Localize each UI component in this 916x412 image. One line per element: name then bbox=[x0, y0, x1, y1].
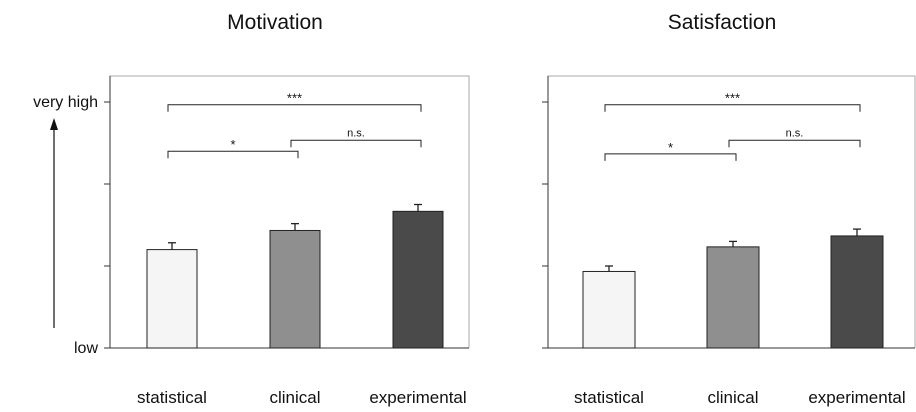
bar-clinical bbox=[706, 246, 760, 349]
y-arrow-head-icon bbox=[50, 118, 58, 130]
significance-label: *** bbox=[725, 91, 740, 106]
significance-bracket bbox=[728, 139, 861, 148]
significance-label: * bbox=[668, 140, 673, 155]
significance-bracket bbox=[167, 150, 299, 159]
bar-statistical bbox=[146, 249, 198, 349]
x-category-label: clinical bbox=[707, 388, 758, 407]
significance-bracket bbox=[290, 139, 422, 148]
bar-experimental bbox=[830, 235, 884, 349]
x-category-label: clinical bbox=[269, 388, 320, 407]
significance-bracket bbox=[604, 104, 861, 112]
significance-label: n.s. bbox=[347, 127, 365, 139]
y-tick-label: low bbox=[74, 340, 98, 357]
bar-statistical bbox=[582, 270, 636, 349]
significance-label: *** bbox=[287, 91, 302, 106]
bar-clinical bbox=[269, 229, 321, 349]
bar-experimental bbox=[392, 210, 444, 349]
chart-title: Motivation bbox=[227, 11, 323, 34]
chart-panel-2: Satisfaction statistical clinical experimen… bbox=[542, 11, 916, 407]
significance-label: * bbox=[230, 137, 235, 152]
x-category-label: experimental bbox=[808, 388, 905, 407]
y-tick-label: very high bbox=[33, 94, 98, 111]
significance-label: n.s. bbox=[786, 127, 804, 139]
chart-title: Satisfaction bbox=[668, 11, 777, 34]
x-category-label: experimental bbox=[369, 388, 466, 407]
x-category-label: statistical bbox=[137, 388, 207, 407]
x-category-label: statistical bbox=[574, 388, 644, 407]
significance-bracket bbox=[167, 104, 422, 112]
significance-bracket bbox=[604, 153, 737, 161]
chart-panel-1: Motivation low very high statistical clinica… bbox=[33, 11, 470, 407]
